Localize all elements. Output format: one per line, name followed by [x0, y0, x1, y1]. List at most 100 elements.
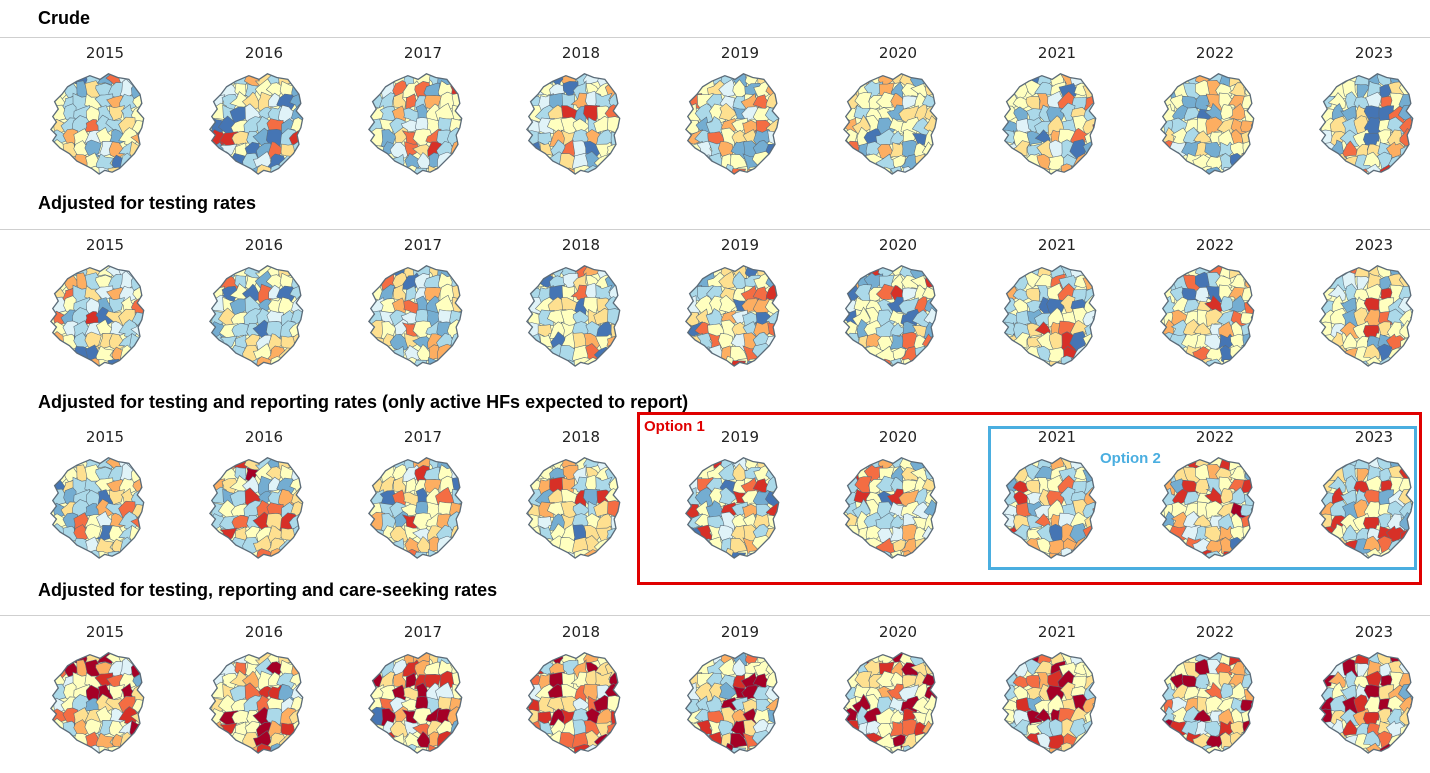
map-region [1193, 514, 1211, 528]
map-region [1058, 466, 1078, 481]
map-region [1026, 357, 1040, 367]
year-label: 2016 [244, 236, 284, 254]
map-region [1228, 295, 1247, 313]
map-region [780, 93, 788, 112]
map-region [119, 360, 137, 367]
country-outline [367, 652, 463, 754]
country-outline [367, 265, 463, 367]
map-region [1339, 513, 1362, 532]
map-region [460, 659, 462, 679]
map-region [890, 709, 907, 724]
map-region [459, 152, 462, 174]
map-region [685, 360, 705, 367]
map-region [141, 81, 144, 100]
choropleth-map [1001, 265, 1097, 367]
map-region [428, 549, 442, 559]
map-region [707, 357, 725, 367]
map-region [1251, 141, 1254, 158]
map-region [777, 296, 779, 315]
map-region [718, 681, 737, 701]
map-region [304, 83, 312, 96]
map-region [231, 322, 249, 339]
map-region [1411, 683, 1413, 704]
map-region [463, 166, 471, 181]
map-region [925, 735, 937, 750]
map-region [718, 486, 737, 506]
map-region [305, 322, 312, 340]
map-region [1080, 265, 1096, 277]
map-region [60, 165, 79, 175]
map-region [939, 359, 946, 374]
map-region [618, 479, 620, 497]
map-region [852, 745, 874, 754]
choropleth-map [49, 652, 145, 754]
map-region [84, 331, 102, 351]
map-region [526, 538, 543, 556]
map-region [1002, 73, 1019, 87]
map-region [619, 115, 620, 136]
map-region [526, 357, 542, 367]
map-region [852, 166, 874, 175]
map-panel: 2021 [992, 236, 1122, 386]
map-region [935, 73, 937, 86]
map-region [1169, 168, 1191, 175]
map-region [368, 457, 383, 473]
map-region [547, 548, 567, 559]
map-region [562, 273, 579, 293]
map-region [1005, 345, 1020, 364]
map-region [379, 355, 397, 367]
map-region [935, 296, 937, 315]
map-region [1252, 685, 1254, 705]
map-region [1160, 265, 1178, 280]
map-region [844, 343, 860, 366]
map-region [1356, 663, 1370, 681]
map-region [459, 731, 462, 753]
map-region [1252, 92, 1254, 112]
map-region [1251, 273, 1254, 292]
map-region [875, 91, 895, 108]
map-region [1084, 745, 1096, 754]
choropleth-map [1318, 652, 1414, 754]
map-region [923, 165, 937, 175]
map-region [537, 324, 553, 339]
map-region [935, 104, 937, 123]
map-region [1412, 73, 1413, 89]
map-region [368, 265, 383, 281]
map-region [537, 516, 553, 531]
map-region [845, 73, 858, 88]
map-region [302, 150, 303, 173]
year-label: 2019 [720, 44, 760, 62]
map-region [1084, 347, 1096, 361]
map-region [901, 479, 919, 494]
map-region [852, 693, 872, 715]
map-region [606, 152, 620, 173]
map-region [1093, 154, 1096, 173]
map-region [1093, 733, 1096, 752]
map-region [526, 744, 542, 754]
map-region [619, 525, 620, 545]
map-region [130, 73, 144, 87]
map-region [1250, 323, 1254, 339]
map-region [209, 265, 227, 279]
map-region [742, 119, 761, 135]
map-region [1240, 699, 1254, 715]
map-region [404, 333, 421, 352]
map-region [140, 286, 144, 306]
map-region [141, 73, 144, 87]
year-label: 2022 [1195, 428, 1235, 446]
choropleth-map [208, 652, 304, 754]
map-region [923, 357, 937, 367]
map-panel: 2023 [1309, 236, 1430, 386]
map-region [1230, 743, 1247, 754]
map-region [619, 141, 620, 161]
map-region [1251, 660, 1254, 679]
map-panel: 2022 [1150, 623, 1280, 773]
map-region [1016, 502, 1032, 519]
map-region [368, 73, 383, 89]
map-region [301, 670, 303, 693]
choropleth-map [367, 457, 463, 559]
map-panel: 2019 [675, 44, 805, 194]
map-region [606, 742, 620, 754]
map-region [1413, 153, 1422, 172]
map-region [50, 73, 67, 87]
